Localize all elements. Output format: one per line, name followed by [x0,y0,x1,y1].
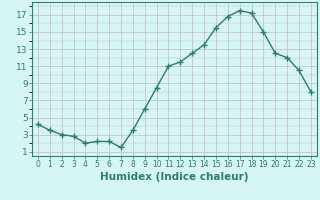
X-axis label: Humidex (Indice chaleur): Humidex (Indice chaleur) [100,172,249,182]
